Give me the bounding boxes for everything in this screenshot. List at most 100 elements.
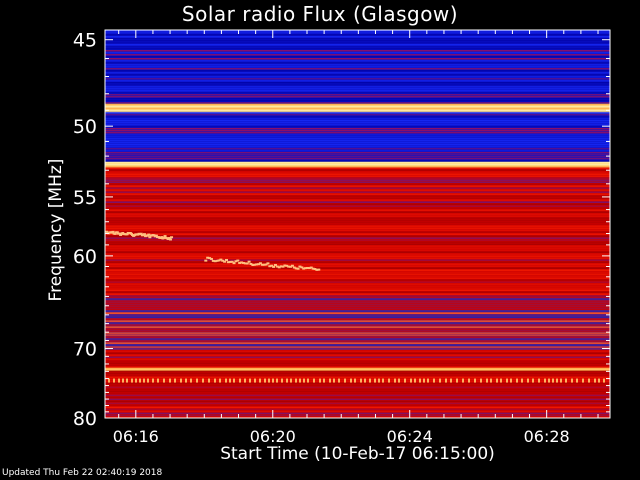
streak-8: [105, 414, 610, 417]
emission-dot: [338, 378, 340, 383]
streak-2: [105, 143, 610, 146]
burst-2-point: [277, 266, 281, 269]
emission-dot: [254, 378, 256, 383]
emission-dot: [190, 378, 192, 383]
streak-4: [105, 205, 610, 207]
burst-2-point: [225, 258, 229, 261]
streak-8: [105, 390, 610, 393]
streak-8: [105, 408, 610, 411]
streak-0: [105, 84, 610, 86]
emission-dot: [382, 378, 384, 383]
streak-4: [105, 209, 610, 211]
streak-8: [105, 404, 610, 407]
streak-8: [105, 374, 610, 377]
emission-dot: [571, 378, 573, 383]
emission-dot: [303, 378, 305, 383]
streak-4: [105, 271, 610, 273]
emission-dot: [147, 378, 149, 383]
streak-2: [105, 141, 610, 144]
streak-1: [105, 107, 610, 110]
streak-5: [105, 326, 610, 328]
streak-4: [105, 251, 610, 253]
y-tick-label: 45: [73, 30, 97, 52]
burst-2-point: [221, 259, 225, 262]
burst-1-point: [125, 233, 129, 236]
streak-4: [105, 291, 610, 293]
burst-1-point: [111, 230, 115, 233]
streak-0: [105, 32, 610, 34]
emission-dot: [202, 378, 204, 383]
streak-0: [105, 94, 610, 96]
streak-8: [105, 394, 610, 397]
x-tick-label: 06:16: [113, 427, 159, 446]
burst-2-point: [317, 268, 321, 271]
streak-6: [105, 358, 610, 361]
burst-2-point: [281, 265, 285, 268]
emission-dot: [219, 378, 221, 383]
emission-dot: [323, 378, 325, 383]
y-tick-label: 80: [73, 408, 97, 430]
emission-dot: [329, 378, 331, 383]
emission-dot: [180, 378, 182, 383]
streak-4: [105, 195, 610, 197]
streak-2: [105, 111, 610, 114]
streak-5: [105, 338, 610, 340]
burst-2-point: [290, 264, 294, 267]
streak-8: [105, 386, 610, 389]
emission-dot: [333, 378, 335, 383]
streak-4: [105, 169, 610, 171]
streak-4: [105, 229, 610, 231]
streak-8: [105, 416, 610, 419]
streak-4: [105, 201, 610, 203]
streak-2: [105, 145, 610, 148]
streak-4: [105, 253, 610, 255]
emission-dot: [538, 378, 540, 383]
streak-2: [105, 133, 610, 136]
burst-2-point: [243, 262, 247, 265]
y-tick-label: 50: [73, 116, 97, 138]
streak-1: [105, 103, 610, 106]
streak-0: [105, 54, 610, 56]
emission-dot: [229, 378, 231, 383]
streak-8: [105, 384, 610, 387]
burst-1-point: [160, 236, 164, 239]
burst-2-point: [307, 267, 311, 270]
streak-7: [105, 369, 610, 372]
streak-5: [105, 296, 610, 298]
streak-4: [105, 273, 610, 275]
burst-2-point: [305, 266, 309, 269]
burst-2-point: [213, 260, 217, 263]
streak-0: [105, 68, 610, 70]
streak-4: [105, 267, 610, 269]
emission-dot: [169, 378, 171, 383]
burst-1-point: [168, 238, 172, 241]
burst-2-point: [247, 260, 251, 263]
emission-dot: [378, 378, 380, 383]
streak-6: [105, 348, 610, 351]
emission-dot: [582, 378, 584, 383]
streak-4: [105, 287, 610, 289]
burst-1-point: [139, 232, 143, 235]
emission-dot: [249, 378, 251, 383]
emission-dot: [152, 378, 154, 383]
streak-8: [105, 402, 610, 405]
emission-dot: [486, 378, 488, 383]
streak-4: [105, 237, 610, 239]
updated-timestamp: Updated Thu Feb 22 02:40:19 2018: [2, 468, 163, 478]
streak-4: [105, 243, 610, 245]
streak-4: [105, 191, 610, 193]
streak-6: [105, 356, 610, 359]
emission-dot: [157, 378, 159, 383]
streak-0: [105, 36, 610, 38]
emission-dot: [196, 378, 198, 383]
emission-dot: [299, 378, 301, 383]
streak-4: [105, 275, 610, 277]
emission-dot: [450, 378, 452, 383]
emission-dot: [118, 378, 120, 383]
emission-dot: [286, 378, 288, 383]
streak-8: [105, 398, 610, 401]
burst-2-point: [223, 260, 227, 263]
streak-5: [105, 310, 610, 312]
streak-8: [105, 372, 610, 375]
